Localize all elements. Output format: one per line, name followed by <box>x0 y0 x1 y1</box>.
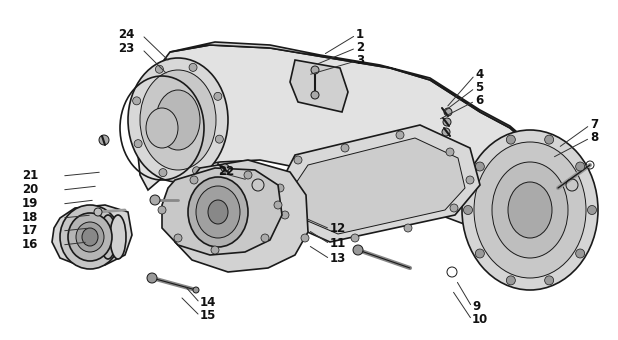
Text: 13: 13 <box>330 252 346 265</box>
Text: 10: 10 <box>472 313 488 326</box>
Circle shape <box>506 276 515 285</box>
Circle shape <box>155 65 163 73</box>
Ellipse shape <box>110 215 126 259</box>
Circle shape <box>506 135 515 144</box>
Circle shape <box>588 205 596 215</box>
Circle shape <box>396 131 404 139</box>
Circle shape <box>544 276 554 285</box>
Ellipse shape <box>208 200 228 224</box>
Ellipse shape <box>100 215 116 259</box>
Ellipse shape <box>492 162 568 258</box>
Circle shape <box>475 249 485 258</box>
Circle shape <box>281 211 289 219</box>
Ellipse shape <box>60 205 120 269</box>
Circle shape <box>351 234 359 242</box>
Polygon shape <box>290 138 465 234</box>
Polygon shape <box>170 42 555 172</box>
Circle shape <box>99 135 109 145</box>
Circle shape <box>261 234 269 242</box>
Text: 4: 4 <box>475 68 483 81</box>
Text: 19: 19 <box>22 197 38 210</box>
Text: 17: 17 <box>22 224 38 237</box>
Text: 3: 3 <box>356 54 364 67</box>
Circle shape <box>311 66 319 74</box>
Polygon shape <box>52 205 132 265</box>
Circle shape <box>94 208 102 216</box>
Circle shape <box>311 91 319 99</box>
Circle shape <box>464 205 473 215</box>
Circle shape <box>150 195 160 205</box>
Circle shape <box>466 176 474 184</box>
Polygon shape <box>290 60 348 112</box>
Ellipse shape <box>188 177 248 247</box>
Text: 20: 20 <box>22 183 38 196</box>
Ellipse shape <box>196 186 240 238</box>
Circle shape <box>353 245 363 255</box>
Text: 9: 9 <box>472 300 480 313</box>
Circle shape <box>147 273 157 283</box>
Circle shape <box>475 162 485 171</box>
Circle shape <box>301 234 309 242</box>
Circle shape <box>444 108 452 116</box>
Circle shape <box>214 92 222 100</box>
Ellipse shape <box>508 182 552 238</box>
Circle shape <box>174 234 182 242</box>
Text: 24: 24 <box>118 28 134 41</box>
Text: 1: 1 <box>356 28 364 41</box>
Circle shape <box>446 148 454 156</box>
Ellipse shape <box>128 58 228 182</box>
Text: 2: 2 <box>356 41 364 54</box>
Circle shape <box>575 249 585 258</box>
Circle shape <box>133 97 141 105</box>
Circle shape <box>294 156 302 164</box>
Ellipse shape <box>146 108 178 148</box>
Text: 22: 22 <box>218 165 234 178</box>
Circle shape <box>211 246 219 254</box>
Circle shape <box>193 167 201 175</box>
Circle shape <box>341 144 349 152</box>
Text: 11: 11 <box>330 237 346 250</box>
Ellipse shape <box>474 142 586 278</box>
Text: 14: 14 <box>200 296 216 309</box>
Ellipse shape <box>156 90 200 150</box>
Text: 15: 15 <box>200 309 216 322</box>
Circle shape <box>544 135 554 144</box>
Circle shape <box>190 176 198 184</box>
Ellipse shape <box>140 70 216 170</box>
Ellipse shape <box>68 213 112 261</box>
Circle shape <box>193 287 199 293</box>
Circle shape <box>404 224 412 232</box>
Ellipse shape <box>462 130 598 290</box>
Text: 6: 6 <box>475 94 483 107</box>
Circle shape <box>442 128 450 136</box>
Circle shape <box>134 140 142 148</box>
Circle shape <box>215 135 223 143</box>
Text: 16: 16 <box>22 238 38 251</box>
Text: 8: 8 <box>590 131 598 144</box>
Polygon shape <box>138 45 555 235</box>
Text: 12: 12 <box>330 222 346 235</box>
Ellipse shape <box>82 228 98 246</box>
Circle shape <box>276 184 284 192</box>
Text: 5: 5 <box>475 81 483 94</box>
Text: 21: 21 <box>22 169 38 182</box>
Polygon shape <box>162 168 282 255</box>
Circle shape <box>450 204 458 212</box>
Text: 23: 23 <box>118 42 134 55</box>
Polygon shape <box>278 125 480 242</box>
Circle shape <box>221 164 229 172</box>
Text: 18: 18 <box>22 211 38 224</box>
Circle shape <box>244 171 252 179</box>
Circle shape <box>443 118 451 126</box>
Circle shape <box>575 162 585 171</box>
Ellipse shape <box>76 222 104 252</box>
Circle shape <box>159 169 167 176</box>
Polygon shape <box>174 160 308 272</box>
Text: 7: 7 <box>590 118 598 131</box>
Circle shape <box>189 63 197 71</box>
Circle shape <box>158 206 166 214</box>
Circle shape <box>274 201 282 209</box>
